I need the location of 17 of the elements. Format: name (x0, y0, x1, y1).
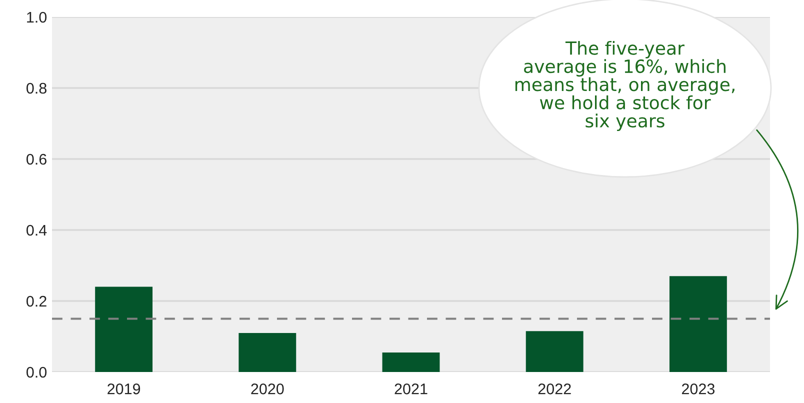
annotation: The five-year average is 16%, which means that, on average, we hold a stock for six years (515, 40, 734, 132)
bar (669, 276, 727, 372)
x-tick-label: 2023 (682, 384, 715, 394)
y-tick-label: 1.0 (27, 12, 47, 23)
y-tick-label: 0.8 (26, 82, 46, 94)
y-tick-label: 0.2 (26, 296, 46, 307)
x-tick-label: 2022 (538, 384, 571, 394)
x-tick-label: 2021 (394, 384, 428, 394)
bar (238, 332, 296, 372)
y-tick-label: 0.4 (26, 224, 47, 236)
y-tick-label: 0.6 (26, 154, 46, 165)
bar (95, 286, 153, 372)
x-tick-label: 2019 (108, 384, 140, 394)
y-tick-label: 0.0 (26, 366, 47, 378)
x-tick-label: 2020 (251, 384, 284, 394)
bar (526, 331, 584, 372)
bar (382, 352, 440, 372)
